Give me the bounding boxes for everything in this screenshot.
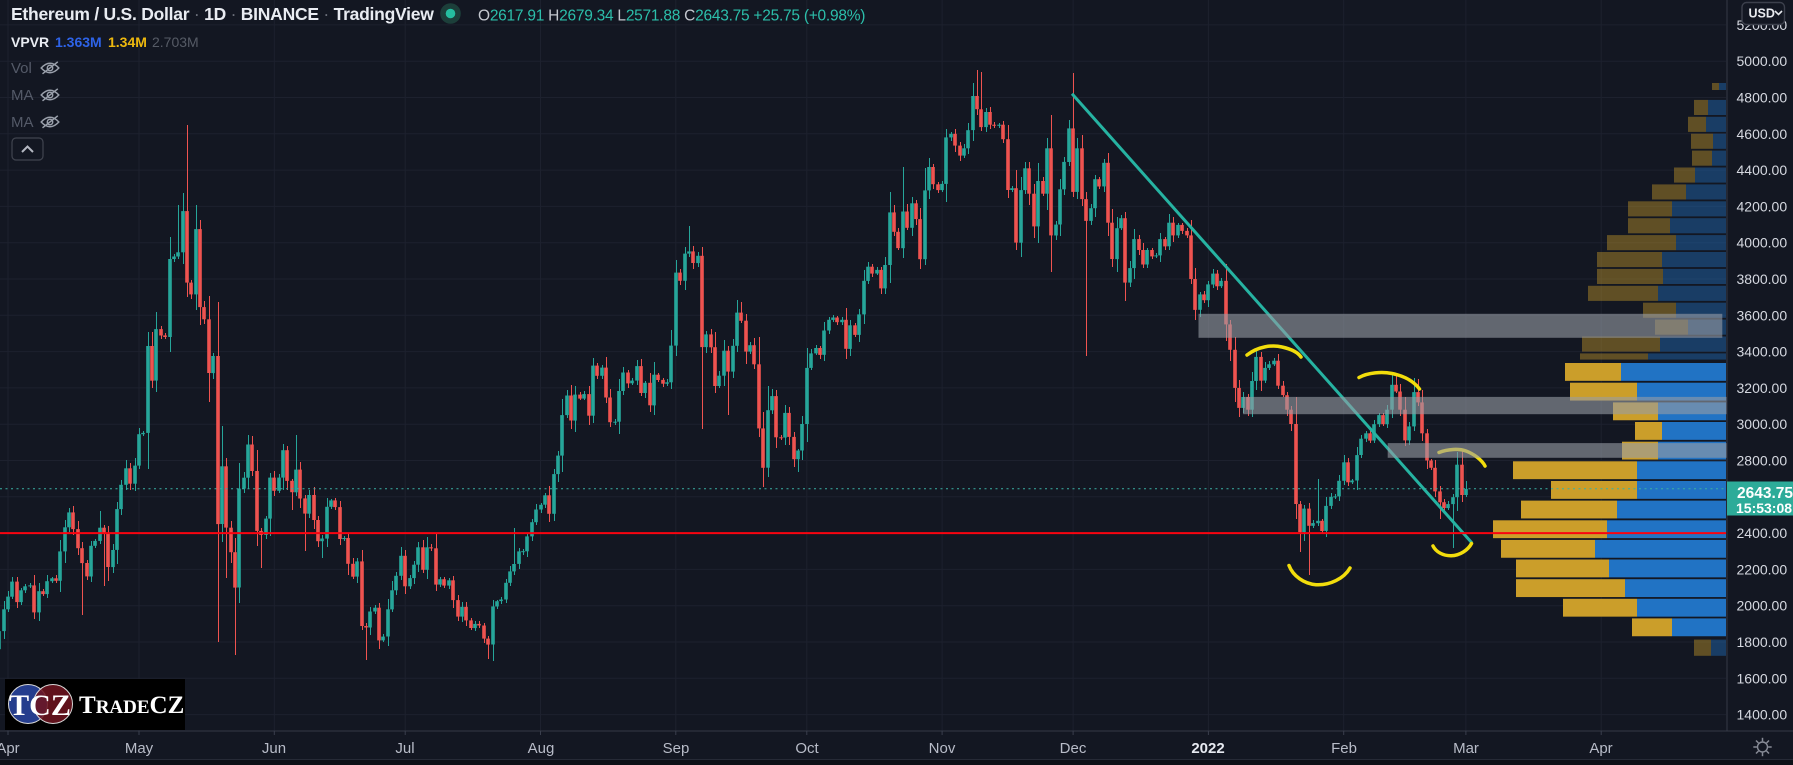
svg-text:Dec: Dec	[1060, 740, 1087, 757]
svg-text:Oct: Oct	[795, 740, 819, 757]
svg-text:Jun: Jun	[262, 740, 286, 757]
svg-text:O2617.91 H2679.34 L2571.88 C26: O2617.91 H2679.34 L2571.88 C2643.75 +25.…	[478, 8, 865, 25]
svg-text:Ethereum / U.S. Dollar · 1D ·: Ethereum / U.S. Dollar · 1D · BINANCE · …	[11, 4, 434, 24]
svg-text:Aug: Aug	[528, 740, 555, 757]
svg-text:1.34M: 1.34M	[108, 34, 147, 50]
svg-text:2022: 2022	[1191, 740, 1224, 757]
svg-text:2400.00: 2400.00	[1737, 525, 1788, 541]
svg-text:Vol: Vol	[11, 60, 32, 77]
svg-text:3400.00: 3400.00	[1737, 344, 1788, 360]
svg-text:MA: MA	[11, 114, 34, 131]
svg-text:4600.00: 4600.00	[1737, 126, 1788, 142]
svg-text:3200.00: 3200.00	[1737, 380, 1788, 396]
svg-text:1600.00: 1600.00	[1737, 670, 1788, 686]
svg-text:4800.00: 4800.00	[1737, 90, 1788, 106]
svg-text:2000.00: 2000.00	[1737, 598, 1788, 614]
svg-text:3800.00: 3800.00	[1737, 271, 1788, 287]
svg-text:Nov: Nov	[929, 740, 956, 757]
svg-text:Apr: Apr	[0, 740, 20, 757]
svg-text:1.363M: 1.363M	[55, 34, 102, 50]
svg-text:4400.00: 4400.00	[1737, 162, 1788, 178]
svg-text:MA: MA	[11, 87, 34, 104]
svg-text:USD: USD	[1749, 7, 1775, 21]
svg-text:Sep: Sep	[663, 740, 690, 757]
svg-text:TCZ: TCZ	[9, 689, 71, 722]
svg-text:1400.00: 1400.00	[1737, 707, 1788, 723]
svg-text:2200.00: 2200.00	[1737, 561, 1788, 577]
svg-text:3600.00: 3600.00	[1737, 307, 1788, 323]
svg-text:May: May	[125, 740, 154, 757]
svg-text:Mar: Mar	[1453, 740, 1479, 757]
svg-text:2643.75: 2643.75	[1737, 485, 1793, 502]
svg-text:Feb: Feb	[1331, 740, 1357, 757]
svg-text:2800.00: 2800.00	[1737, 453, 1788, 469]
svg-text:2.703M: 2.703M	[152, 34, 199, 50]
svg-text:1800.00: 1800.00	[1737, 634, 1788, 650]
svg-text:Apr: Apr	[1589, 740, 1612, 757]
svg-text:Jul: Jul	[395, 740, 414, 757]
svg-text:15:53:08: 15:53:08	[1736, 500, 1792, 516]
svg-text:4000.00: 4000.00	[1737, 235, 1788, 251]
svg-text:TRADECZ: TRADECZ	[79, 692, 184, 719]
svg-text:3000.00: 3000.00	[1737, 416, 1788, 432]
svg-text:VPVR: VPVR	[11, 34, 49, 50]
svg-text:5000.00: 5000.00	[1737, 53, 1788, 69]
svg-text:4200.00: 4200.00	[1737, 198, 1788, 214]
